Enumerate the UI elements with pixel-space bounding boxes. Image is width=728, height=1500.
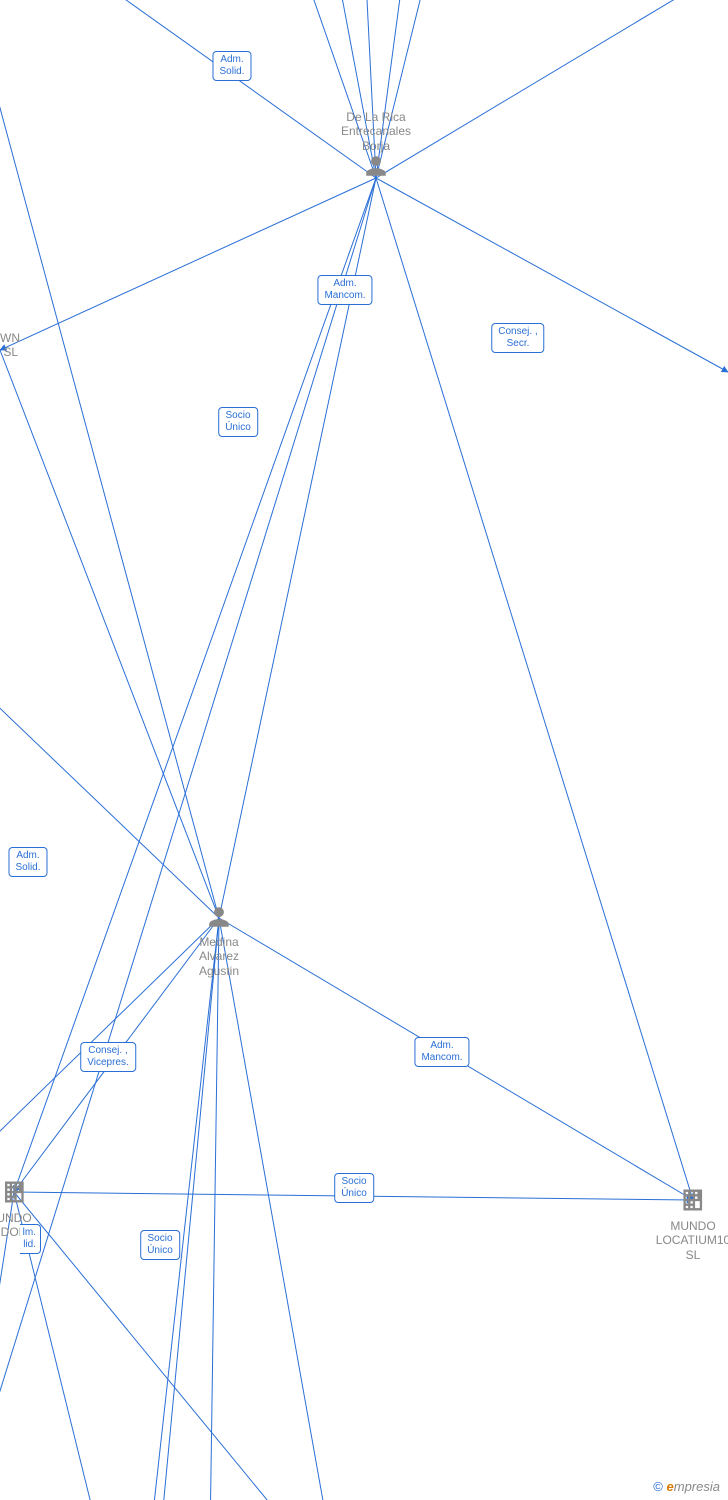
building-icon (679, 1186, 707, 1214)
edge (0, 178, 376, 350)
node-label: MUNDO LOCATIUM10 SL (656, 1219, 728, 1262)
person-icon (363, 153, 389, 179)
edge-label: Socio Único (334, 1173, 374, 1203)
network-graph (0, 0, 728, 1500)
node-label: Medina Alvarez Agustin (199, 935, 239, 978)
copyright-symbol: © (653, 1479, 663, 1494)
node-locatium[interactable]: MUNDO LOCATIUM10 SL (656, 1186, 728, 1262)
edge-label: Consej. , Secr. (491, 323, 544, 353)
node-rica[interactable]: De La Rica Entrecanales Borja (341, 110, 411, 184)
node-label: De La Rica Entrecanales Borja (341, 110, 411, 153)
brand-rest: mpresia (674, 1479, 720, 1494)
edge (219, 918, 330, 1500)
edge (376, 178, 728, 372)
edge-label: Adm. Solid. (8, 847, 47, 877)
edge-label: Socio Único (140, 1230, 180, 1260)
edge (150, 918, 219, 1500)
edge (0, 0, 219, 918)
edge (70, 0, 376, 178)
edge (14, 178, 376, 1192)
edge (210, 918, 219, 1500)
edge (160, 918, 219, 1500)
edge-label: Adm. Solid. (212, 51, 251, 81)
edge-label: Adm. Mancom. (414, 1037, 469, 1067)
copyright: © empresia (653, 1479, 720, 1494)
edge (0, 350, 219, 918)
brand-first-letter: e (667, 1479, 674, 1494)
building-icon (0, 1178, 28, 1206)
person-icon (206, 904, 232, 930)
edge-label: Adm. Mancom. (317, 275, 372, 305)
partial-label: lm. lid. (20, 1224, 41, 1254)
edge-label: Socio Único (218, 407, 258, 437)
node-medina[interactable]: Medina Alvarez Agustin (199, 904, 239, 978)
edge (376, 0, 728, 178)
edge (0, 670, 219, 918)
edge (0, 178, 376, 1500)
edge-label: Consej. , Vicepres. (80, 1042, 136, 1072)
partial-label: WN SL (0, 331, 18, 360)
